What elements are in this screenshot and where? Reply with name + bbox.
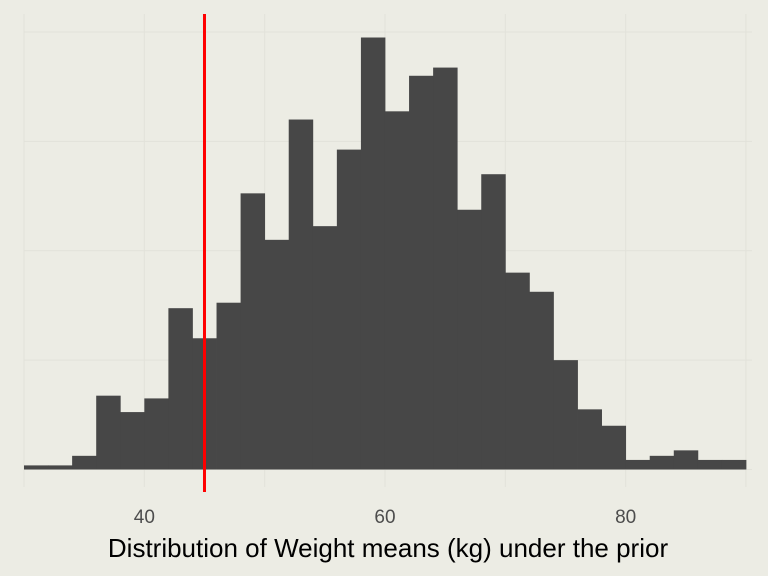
x-tick-label: 60 xyxy=(374,507,395,528)
x-tick-label: 40 xyxy=(134,507,155,528)
histogram-bar xyxy=(168,308,193,470)
histogram-bar xyxy=(96,395,121,470)
histogram-bar xyxy=(384,111,410,470)
histogram-bar xyxy=(697,459,723,470)
histogram-bar xyxy=(721,459,747,470)
histogram-bar xyxy=(336,149,362,470)
histogram-bar xyxy=(409,75,434,470)
histogram-bar xyxy=(505,272,530,470)
histogram-bar xyxy=(264,239,290,470)
histogram-bar xyxy=(673,450,699,470)
x-axis-title: Distribution of Weight means (kg) under … xyxy=(108,533,669,563)
x-tick-label: 80 xyxy=(615,507,636,528)
histogram-bar xyxy=(216,302,241,470)
histogram-bar xyxy=(240,193,266,470)
histogram-bar xyxy=(553,360,578,470)
histogram-bar xyxy=(577,409,602,470)
histogram-bar xyxy=(48,465,73,470)
histogram-bar xyxy=(144,398,169,470)
x-axis-ticks: 40 60 80 xyxy=(134,507,636,528)
histogram-bars xyxy=(24,37,747,470)
histogram-bar xyxy=(120,412,145,470)
histogram-bar xyxy=(24,465,49,470)
histogram-bar xyxy=(625,459,651,470)
histogram-bar xyxy=(481,174,506,470)
histogram-bar xyxy=(72,455,97,470)
histogram-bar xyxy=(529,291,554,470)
histogram-bar xyxy=(360,37,386,470)
histogram-bar xyxy=(433,67,458,470)
histogram-bar xyxy=(649,455,675,470)
histogram-bar xyxy=(457,209,482,470)
histogram-bar xyxy=(288,119,314,470)
histogram-bar xyxy=(601,425,627,470)
histogram-bar xyxy=(312,226,338,470)
